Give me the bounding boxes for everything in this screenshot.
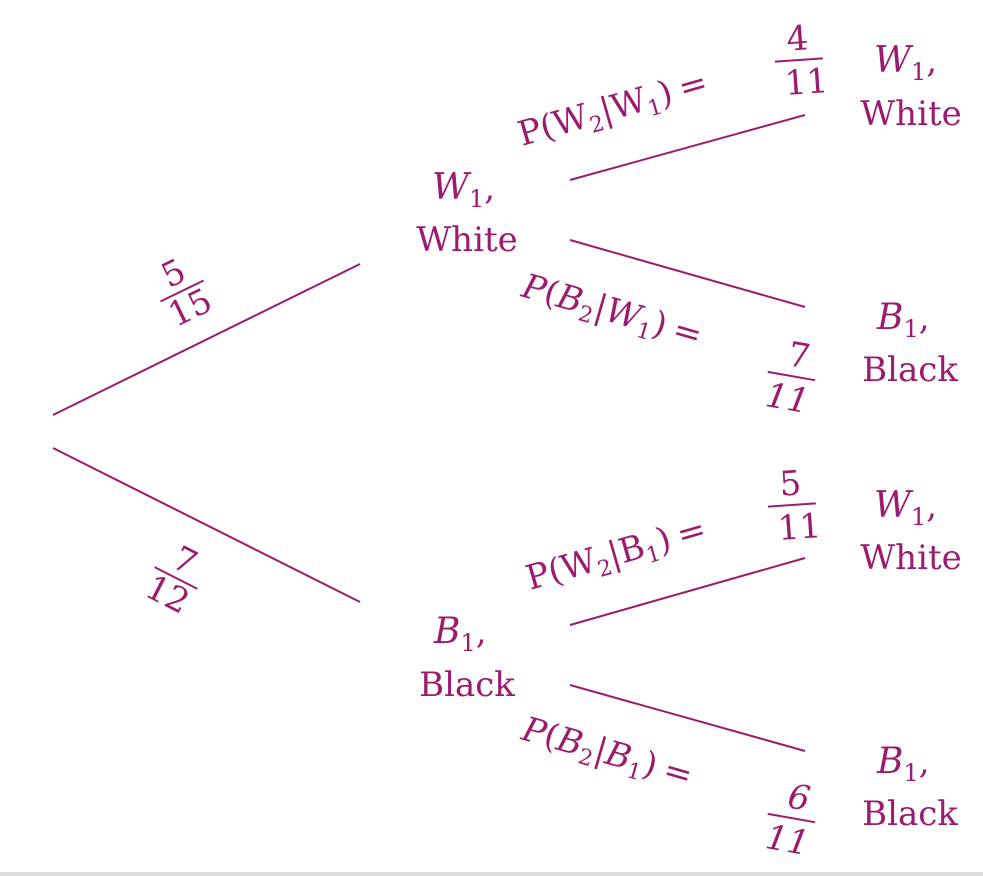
conditional-probability: P(W2|B1)= (521, 509, 711, 602)
conditional-probability: P(B2|B1)= (515, 709, 697, 800)
node-word: White (416, 220, 518, 260)
prob-root-black: 7 12 (139, 538, 203, 622)
branch-white-to-white (569, 114, 806, 181)
prob-black-white: 5 11 (767, 463, 822, 549)
leaf-white-black: B1, Black (862, 297, 958, 390)
leaf-black-white: W1, White (860, 485, 962, 578)
prob-white-white: 4 11 (774, 18, 829, 104)
node-word: Black (419, 665, 515, 705)
prob-numerator: 6 (785, 776, 813, 819)
prob-white-black: 7 11 (763, 334, 816, 422)
leaf-black-black: B1, Black (862, 741, 958, 834)
fraction-bar (767, 812, 816, 824)
prob-root-white: 5 15 (155, 251, 218, 335)
label-white-white: P(W2|W1)= (513, 62, 713, 158)
prob-denominator: 11 (776, 506, 822, 549)
leaf-white-white: W1, White (860, 40, 962, 134)
node-label: W1, (874, 485, 937, 531)
node-word: White (860, 538, 962, 578)
prob-denominator: 11 (763, 375, 813, 422)
node-white-level1: W1, White (416, 167, 518, 260)
node-word: Black (862, 350, 958, 390)
node-label: B1, (876, 297, 930, 343)
prob-black-black: 6 11 (763, 776, 816, 864)
fraction-bar (767, 502, 816, 508)
branch-black-to-black (569, 684, 806, 752)
node-word: White (860, 94, 962, 134)
label-black-white: P(W2|B1)= (521, 509, 711, 602)
fraction-bar (159, 279, 205, 303)
label-black-black: P(B2|B1)= (515, 709, 698, 800)
fraction-bar (154, 566, 198, 590)
bottom-border (0, 872, 983, 876)
prob-numerator: 4 (785, 18, 809, 59)
node-word: Black (862, 794, 958, 834)
branch-root-to-white (52, 263, 361, 416)
prob-numerator: 7 (785, 334, 813, 377)
branch-black-to-white (569, 557, 806, 626)
branch-white-to-black (569, 239, 806, 308)
prob-denominator: 11 (763, 817, 813, 864)
conditional-probability: P(W2|W1)= (513, 62, 713, 158)
node-label: B1, (433, 611, 487, 657)
prob-denominator: 11 (783, 61, 829, 104)
node-label: B1, (876, 741, 930, 787)
fraction-bar (767, 370, 816, 382)
fraction-bar (774, 57, 823, 63)
prob-numerator: 5 (778, 463, 802, 504)
label-white-black: P(B2|W1)= (515, 266, 707, 360)
node-label: W1, (432, 167, 495, 213)
node-black-level1: B1, Black (419, 611, 515, 705)
branch-root-to-black (52, 447, 361, 603)
conditional-probability: P(B2|W1)= (515, 266, 706, 360)
node-label: W1, (874, 40, 937, 86)
